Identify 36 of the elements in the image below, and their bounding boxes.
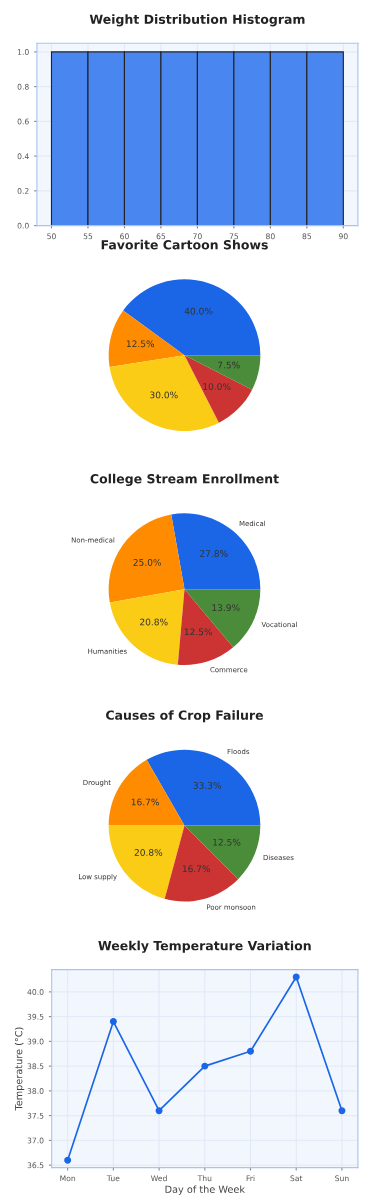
data-label: 7.5% bbox=[218, 361, 240, 369]
pie-slice bbox=[184, 589, 261, 648]
data-label: 13.9% bbox=[212, 604, 240, 612]
point bbox=[292, 973, 300, 981]
data-label: 12.5% bbox=[126, 340, 155, 348]
point bbox=[338, 1107, 346, 1115]
point bbox=[109, 1018, 117, 1026]
data-label: 12.5% bbox=[184, 628, 212, 636]
data-label: 25.0% bbox=[133, 558, 162, 566]
pie-slice bbox=[164, 825, 239, 902]
pie-slice bbox=[184, 825, 261, 880]
chart-title: College Stream Enrollment bbox=[90, 473, 279, 486]
data-label: 16.7% bbox=[182, 865, 211, 873]
chart-title: Causes of Crop Failure bbox=[106, 710, 263, 723]
data-label: 40.0% bbox=[184, 307, 213, 315]
data-label: 16.7% bbox=[131, 798, 159, 806]
pie-slice bbox=[184, 355, 253, 423]
data-label: 12.5% bbox=[213, 838, 241, 846]
chart-title: Weekly Temperature Variation bbox=[98, 940, 311, 953]
point bbox=[64, 1156, 72, 1164]
chart-title: Favorite Cartoon Shows bbox=[101, 239, 268, 250]
pie-slice bbox=[123, 279, 261, 356]
point bbox=[155, 1107, 163, 1115]
point bbox=[201, 1062, 209, 1070]
chart-title: Weight Distribution Histogram bbox=[89, 14, 305, 27]
data-label: 10.0% bbox=[203, 383, 231, 390]
x-axis-title: Day of the Week bbox=[165, 1185, 245, 1195]
pie-slice bbox=[184, 355, 261, 390]
pie-slice bbox=[108, 310, 185, 368]
data-label: 30.0% bbox=[150, 391, 178, 399]
data-label: 20.8% bbox=[140, 618, 168, 626]
data-label: 20.8% bbox=[134, 849, 163, 856]
data-label: 27.8% bbox=[200, 550, 228, 557]
y-axis-title: Temperature (°C) bbox=[14, 1027, 25, 1111]
data-label: 33.3% bbox=[193, 782, 222, 789]
point bbox=[247, 1047, 254, 1055]
